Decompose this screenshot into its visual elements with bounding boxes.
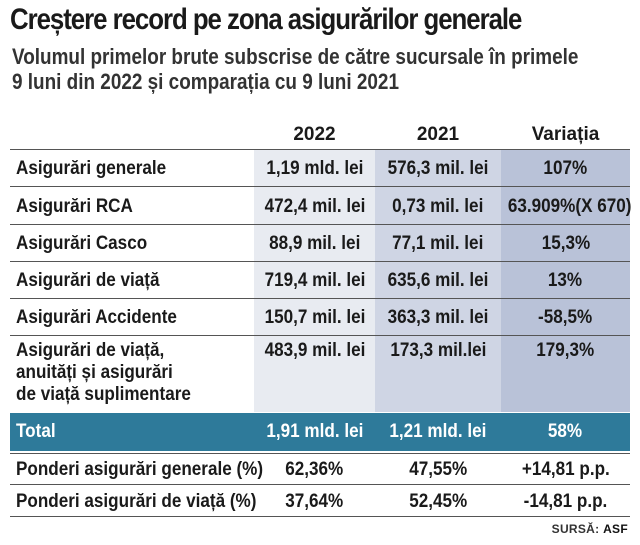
row-label: Ponderi asigurări generale (%) [16, 459, 264, 480]
row-divider [10, 149, 630, 150]
row-label: Ponderi asigurări de viață (%) [16, 491, 257, 512]
value-2022: 88,9 mil. lei [268, 233, 361, 254]
column-shade-2021 [375, 149, 501, 412]
value-variation: 13% [548, 270, 583, 291]
row-divider [10, 484, 630, 485]
row-label: Asigurări generale [16, 158, 167, 179]
value-2021: 635,6 mil. lei [387, 270, 489, 291]
total-label: Total [16, 421, 56, 442]
row-label: Asigurări de viață, anuități și asigurăr… [16, 340, 191, 405]
value-2022: 62,36% [285, 459, 344, 480]
value-2021: 47,55% [408, 459, 467, 480]
column-shade-2022 [254, 149, 375, 412]
value-variation: 63.909%(X 670) [507, 196, 632, 217]
row-divider [10, 224, 630, 225]
value-2021: 363,3 mil. lei [387, 307, 489, 328]
value-variation: 179,3% [536, 340, 595, 361]
row-label: Asigurări Accidente [16, 307, 177, 328]
total-value-2021: 1,21 mld. lei [389, 421, 487, 442]
subtitle-line: Volumul primelor brute subscrise de cătr… [12, 44, 579, 69]
value-2021: 52,45% [408, 491, 467, 512]
row-divider [10, 516, 630, 517]
row-label: Asigurări de viață [16, 270, 160, 291]
column-header-2022: 2022 [293, 124, 336, 145]
value-2022: 719,4 mil. lei [264, 270, 365, 291]
value-2021: 576,3 mil. lei [387, 158, 489, 179]
subtitle-line: 9 luni din 2022 și comparația cu 9 luni … [12, 69, 399, 94]
total-value-variation: 58% [548, 421, 583, 442]
page-title: Creștere record pe zona asigurărilor gen… [10, 3, 522, 36]
value-2022: 472,4 mil. lei [264, 196, 365, 217]
source-prefix: SURSĂ: [551, 522, 600, 536]
row-label: Asigurări RCA [16, 196, 133, 217]
value-2021: 0,73 mil. lei [392, 196, 484, 217]
total-value-2022: 1,91 mld. lei [266, 421, 363, 442]
column-shade-variation [501, 149, 630, 412]
row-label: Asigurări Casco [16, 233, 148, 254]
value-variation: 107% [543, 158, 588, 179]
subtitle: Volumul primelor brute subscrise de cătr… [12, 44, 578, 94]
value-2022: 37,64% [285, 491, 344, 512]
value-2022: 483,9 mil. lei [264, 340, 365, 361]
value-2022: 1,19 mld. lei [266, 158, 363, 179]
value-2021: 173,3 mil.lei [389, 340, 487, 361]
value-variation: +14,81 p.p. [521, 459, 610, 480]
value-2022: 150,7 mil. lei [264, 307, 365, 328]
row-divider [10, 186, 630, 187]
value-variation: -14,81 p.p. [523, 491, 608, 512]
value-2021: 77,1 mil. lei [392, 233, 484, 254]
row-divider [10, 298, 630, 299]
row-divider [10, 335, 630, 336]
column-header-2021: 2021 [416, 124, 460, 145]
source-note: SURSĂ: ASF [552, 522, 628, 536]
value-variation: -58,5% [538, 307, 593, 328]
source-name: ASF [603, 522, 628, 536]
row-divider [10, 453, 630, 454]
total-row: Total 1,91 mld. lei 1,21 mld. lei 58% [10, 413, 630, 451]
row-divider [10, 261, 630, 262]
value-variation: 15,3% [541, 233, 590, 254]
column-header-variation: Variația [531, 124, 600, 145]
